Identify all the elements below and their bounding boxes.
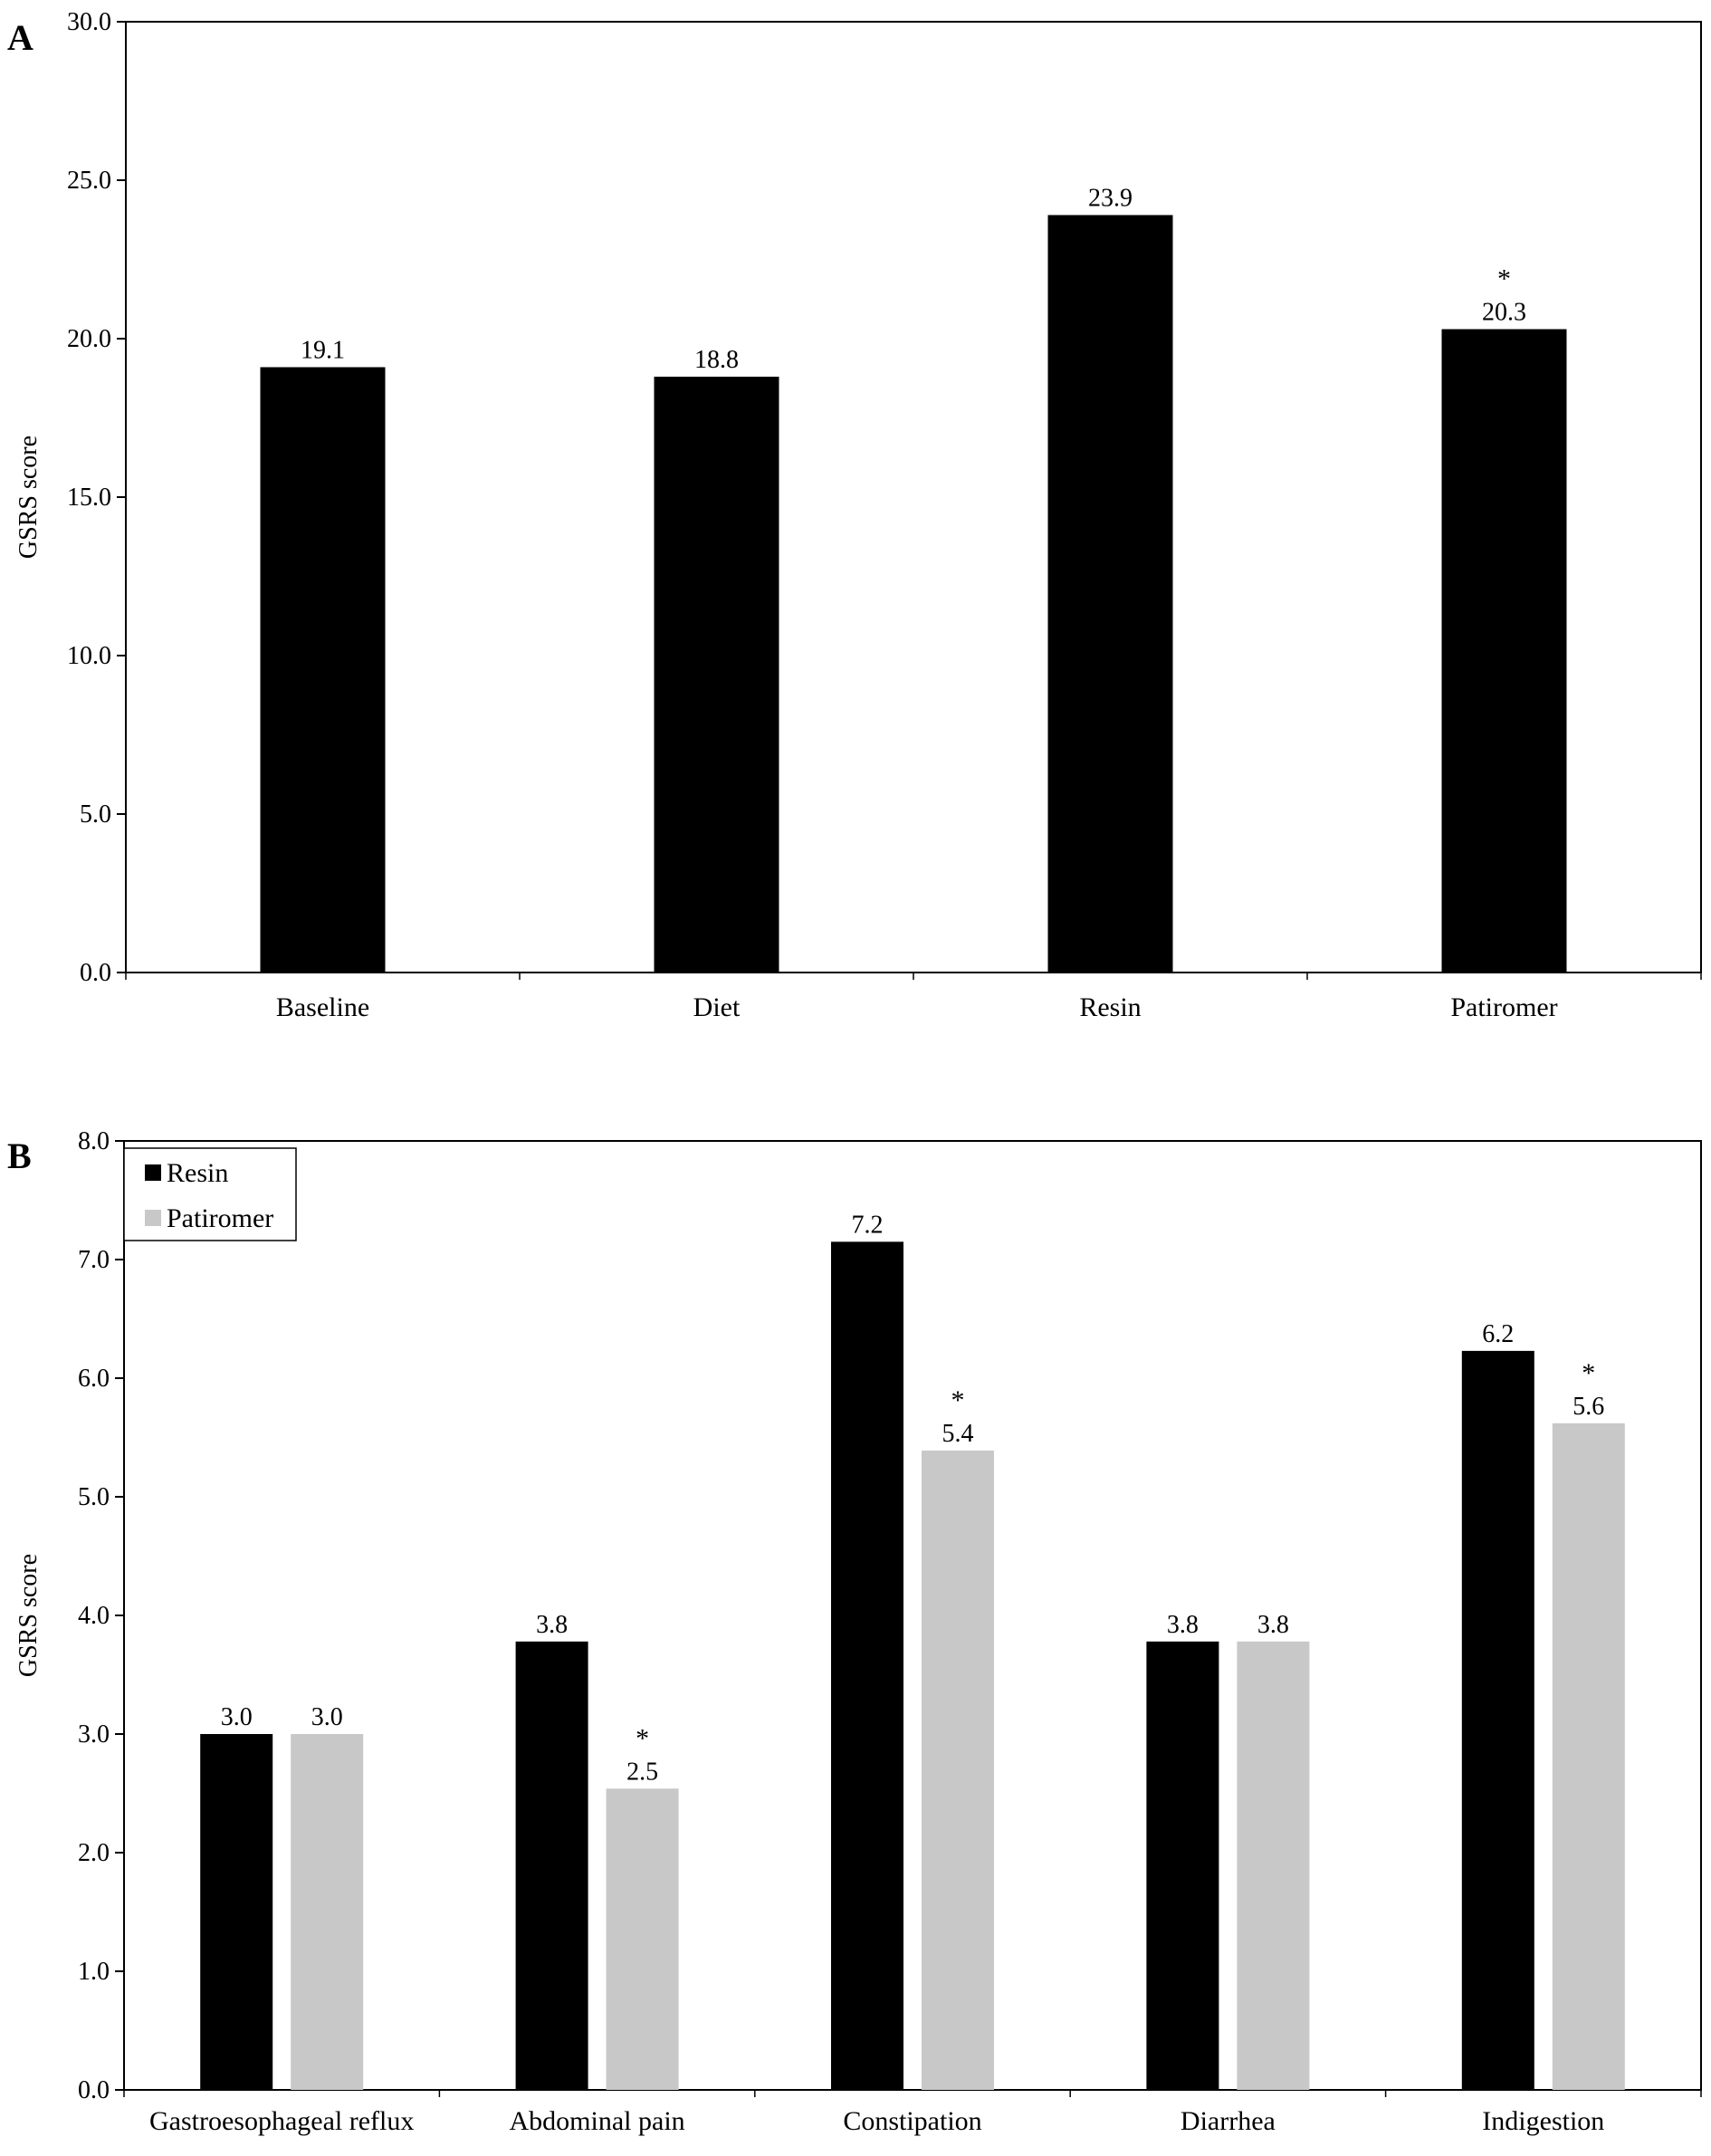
panel-b-significance-marker-patiromer-abdominal-pain: *	[636, 1723, 649, 1753]
panel-b-x-tick-label-abdominal-pain: Abdominal pain	[510, 2106, 685, 2136]
panel-b-y-tick-label: 6.0	[78, 1365, 110, 1393]
panel-a-bar-value-diet	[654, 377, 779, 973]
panel-b-significance-marker-patiromer-constipation: *	[951, 1385, 965, 1415]
panel-a-x-tick-label-patiromer: Patiromer	[1450, 992, 1557, 1022]
panel-b-y-tick-label: 1.0	[78, 1958, 110, 1986]
panel-b-data-label-patiromer-abdominal-pain: 2.5	[626, 1758, 658, 1786]
panel-b-x-tick-label-gastroesophageal-reflux: Gastroesophageal reflux	[149, 2106, 414, 2136]
panel-b-bar-resin-abdominal-pain	[515, 1641, 588, 2090]
panel-a-bar-value-resin	[1047, 215, 1173, 973]
panel-b-x-tick-label-indigestion: Indigestion	[1482, 2106, 1604, 2136]
panel-b-y-tick-label: 3.0	[78, 1720, 110, 1749]
panel-a-data-label-value-resin: 23.9	[1088, 185, 1133, 213]
panel-a-significance-marker-value-patiromer: *	[1497, 264, 1511, 294]
panel-b-data-label-resin-abdominal-pain: 3.8	[536, 1611, 568, 1639]
panel-b-bar-resin-diarrhea	[1146, 1641, 1219, 2090]
legend-label-resin: Resin	[167, 1158, 228, 1188]
panel-b-label: B	[7, 1135, 32, 1176]
panel-a-y-tick-label: 10.0	[67, 642, 111, 670]
panel-b-y-tick-label: 0.0	[78, 2076, 110, 2104]
panel-a-label: A	[7, 17, 33, 58]
panel-a-marks: 0.0 5.0 10.0 15.0 20.0 25.0 30.0 Baseline 19.1 Di…	[67, 8, 1702, 1022]
panel-b-data-label-resin-constipation: 7.2	[852, 1211, 884, 1239]
legend-label-patiromer: Patiromer	[167, 1203, 273, 1233]
panel-b-data-label-resin-indigestion: 6.2	[1482, 1320, 1514, 1348]
panel-b-bar-resin-indigestion	[1461, 1350, 1534, 2090]
panel-b-data-label-patiromer-diarrhea: 3.8	[1257, 1611, 1289, 1639]
panel-a-x-tick-label-resin: Resin	[1079, 992, 1141, 1022]
panel-a-x-tick-label-diet: Diet	[693, 992, 741, 1022]
panel-b-data-label-resin-diarrhea: 3.8	[1167, 1611, 1199, 1639]
panel-b-x-tick-label-diarrhea: Diarrhea	[1180, 2106, 1276, 2136]
panel-b-bar-patiromer-diarrhea	[1237, 1641, 1310, 2090]
legend-swatch-patiromer	[145, 1210, 161, 1226]
panel-a-y-tick-label: 0.0	[80, 959, 111, 987]
panel-b-data-label-patiromer-constipation: 5.4	[942, 1420, 974, 1448]
panel-b-y-tick-label: 4.0	[78, 1602, 110, 1630]
panel-a-y-tick-label: 5.0	[80, 800, 111, 829]
panel-b-y-tick-label: 7.0	[78, 1246, 110, 1274]
panel-a-y-tick-label: 25.0	[67, 167, 111, 195]
panel-b-bar-patiromer-indigestion	[1552, 1423, 1625, 2090]
panel-b-y-tick-label: 5.0	[78, 1483, 110, 1511]
panel-b-y-tick-label: 2.0	[78, 1839, 110, 1867]
panel-b-marks: 0.0 1.0 2.0 3.0 4.0 5.0 6.0 7.0 8.0 Gastroesophag…	[78, 1127, 1702, 2136]
panel-b-data-label-patiromer-indigestion: 5.6	[1572, 1393, 1604, 1421]
panel-a-data-label-value-baseline: 19.1	[301, 337, 345, 365]
panel-b-x-tick-label-constipation: Constipation	[843, 2106, 981, 2136]
panel-b-y-axis-label: GSRS score	[14, 1554, 43, 1677]
panel-b-significance-marker-patiromer-indigestion: *	[1582, 1358, 1595, 1388]
panel-a-y-tick-label: 20.0	[67, 325, 111, 353]
panel-b-bar-patiromer-gastroesophageal-reflux	[291, 1734, 364, 2090]
panel-a-y-tick-label: 15.0	[67, 484, 111, 512]
panel-a-y-axis-label: GSRS score	[14, 436, 43, 559]
panel-b-legend: Resin Patiromer	[123, 1147, 297, 1241]
panel-a-data-label-value-diet: 18.8	[694, 346, 739, 374]
panel-b-y-tick-label: 8.0	[78, 1127, 110, 1155]
panel-b-data-label-resin-gastroesophageal-reflux: 3.0	[221, 1703, 253, 1731]
panel-a-bar-value-patiromer	[1441, 329, 1567, 973]
panel-b-data-label-patiromer-gastroesophageal-reflux: 3.0	[311, 1703, 343, 1731]
legend-swatch-resin	[145, 1164, 161, 1181]
panel-b-bar-resin-constipation	[831, 1241, 903, 2090]
panel-a-x-tick-label-baseline: Baseline	[276, 992, 369, 1022]
panel-a-y-tick-label: 30.0	[67, 8, 111, 36]
panel-a-data-label-value-patiromer: 20.3	[1482, 299, 1526, 327]
panel-b-bar-patiromer-abdominal-pain	[606, 1788, 679, 2090]
panel-b-bar-patiromer-constipation	[922, 1450, 994, 2090]
panel-b-bar-resin-gastroesophageal-reflux	[200, 1734, 273, 2090]
panel-a-bar-value-baseline	[260, 367, 386, 973]
